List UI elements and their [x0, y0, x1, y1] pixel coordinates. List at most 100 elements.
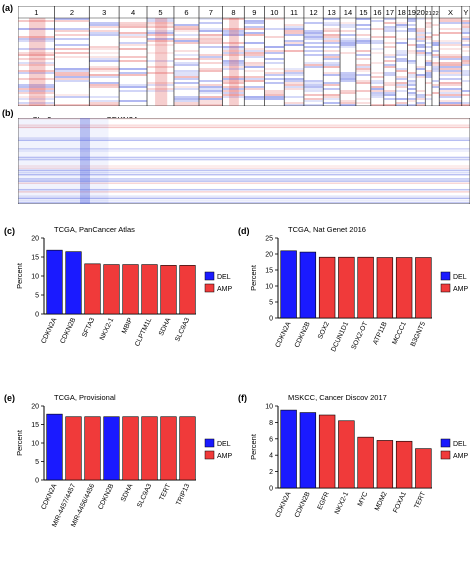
- heatmap-a-cell: [323, 36, 340, 38]
- heatmap-a-cell: [407, 30, 416, 32]
- heatmap-a-cell: [439, 48, 462, 50]
- heatmap-a-cell: [323, 28, 340, 30]
- heatmap-a-cell: [439, 56, 462, 58]
- heatmap-a-cell: [18, 36, 55, 38]
- heatmap-a-cell: [18, 28, 55, 30]
- heatmap-a-cell: [304, 34, 323, 36]
- heatmap-a-cell: [222, 94, 244, 96]
- heatmap-a-cell: [396, 42, 408, 44]
- heatmap-b-row: [18, 158, 470, 161]
- heatmap-a-cell: [119, 84, 147, 86]
- heatmap-a-cell: [462, 22, 470, 24]
- heatmap-a-cell: [147, 18, 174, 20]
- heatmap-a-cell: [323, 82, 340, 84]
- heatmap-a-cell: [323, 98, 340, 100]
- heatmap-a-cell: [439, 82, 462, 84]
- heatmap-a-cell: [356, 42, 371, 44]
- heatmap-a-cell: [462, 36, 470, 38]
- heatmap-a-cell: [439, 18, 462, 20]
- heatmap-b-row: [18, 165, 470, 167]
- heatmap-a-cell: [89, 26, 119, 28]
- heatmap-a-cell: [407, 20, 416, 22]
- heatmap-a-cell: [384, 66, 396, 68]
- y-tick-label: 15: [265, 268, 273, 275]
- heatmap-a-cell: [244, 26, 265, 28]
- heatmap-a-cell: [356, 34, 371, 36]
- heatmap-a-cell: [119, 74, 147, 76]
- heatmap-a-cell: [199, 40, 223, 42]
- chrom-label-2: 2: [70, 8, 74, 17]
- x-tick-label: CDKN2A: [40, 482, 58, 510]
- chrom-label-9: 9: [252, 8, 256, 17]
- heatmap-a-cell: [407, 98, 416, 100]
- heatmap-a-cell: [340, 72, 356, 74]
- heatmap-a-cell: [54, 72, 89, 74]
- heatmap-a-cell: [199, 86, 223, 88]
- heatmap-a-cell: [54, 68, 89, 70]
- heatmap-a-cell: [54, 76, 89, 78]
- heatmap-a-cell: [432, 84, 439, 86]
- x-tick-label: SLC9A3: [174, 317, 191, 343]
- heatmap-a-cell: [119, 48, 147, 50]
- heatmap-a-cell: [396, 22, 408, 24]
- heatmap-a-cell: [222, 46, 244, 48]
- heatmap-a-cell: [284, 34, 304, 36]
- x-tick-label: SOX2-OT: [350, 321, 369, 351]
- heatmap-a-cell: [340, 90, 356, 92]
- heatmap-a-cell: [304, 54, 323, 56]
- heatmap-a-cell: [199, 70, 223, 72]
- x-tick-label: FOXA1: [392, 491, 408, 514]
- heatmap-a-cell: [462, 94, 470, 96]
- heatmap-a-cell: [407, 50, 416, 52]
- heatmap-a-cell: [416, 30, 425, 32]
- heatmap-a-cell: [396, 82, 408, 84]
- heatmap-a-cell: [199, 42, 223, 44]
- heatmap-a-cell: [425, 24, 432, 26]
- heatmap-a-cell: [147, 30, 174, 32]
- heatmap-a-cell: [54, 28, 89, 30]
- heatmap-a-cell: [416, 102, 425, 104]
- heatmap-a-cell: [439, 40, 462, 42]
- heatmap-a-cell: [174, 98, 199, 100]
- bar-clptm1l: [141, 264, 158, 315]
- heatmap-a-cell: [340, 78, 356, 80]
- heatmap-a-cell: [323, 54, 340, 56]
- bar-cdkn2a: [46, 413, 63, 481]
- heatmap-a-cell: [89, 74, 119, 76]
- heatmap-a-cell: [89, 56, 119, 58]
- heatmap-a-cell: [356, 58, 371, 60]
- y-tick-label: 10: [31, 274, 39, 281]
- heatmap-a-cell: [371, 80, 384, 82]
- heatmap-a-cell: [244, 42, 265, 44]
- heatmap-a-cell: [371, 42, 384, 44]
- chrom-label-19: 19: [408, 8, 416, 17]
- heatmap-a-cell: [432, 56, 439, 58]
- bar-slc9a3: [179, 265, 196, 315]
- heatmap-a-cell: [439, 44, 462, 46]
- heatmap-a-cell: [371, 94, 384, 96]
- x-tick-label: SFTA3: [81, 317, 96, 339]
- heatmap-a-cell: [199, 96, 223, 98]
- heatmap-a-cell: [384, 28, 396, 30]
- heatmap-a-cell: [323, 30, 340, 32]
- chrom-label-22: 22: [433, 11, 439, 17]
- x-tick-label: CDKN2B: [294, 490, 312, 518]
- y-tick-label: 20: [265, 252, 273, 259]
- heatmap-a-cell: [323, 56, 340, 58]
- heatmap-a-cell: [439, 74, 462, 76]
- heatmap-a-cell: [222, 76, 244, 78]
- heatmap-a-cell: [407, 60, 416, 62]
- heatmap-a-cell: [284, 32, 304, 34]
- bar-cdkn2a: [280, 250, 297, 319]
- heatmap-a-cell: [425, 42, 432, 44]
- heatmap-a-cell: [416, 18, 425, 20]
- heatmap-a-cell: [304, 66, 323, 68]
- y-tick-label: 0: [269, 316, 273, 323]
- heatmap-a-cell: [284, 42, 304, 44]
- x-tick-label: SOX2: [317, 321, 331, 341]
- heatmap-a-cell: [199, 30, 223, 32]
- heatmap-a-cell: [199, 68, 223, 70]
- heatmap-a-cell: [264, 98, 284, 100]
- heatmap-a-cell: [396, 84, 408, 86]
- heatmap-a-cell: [244, 54, 265, 56]
